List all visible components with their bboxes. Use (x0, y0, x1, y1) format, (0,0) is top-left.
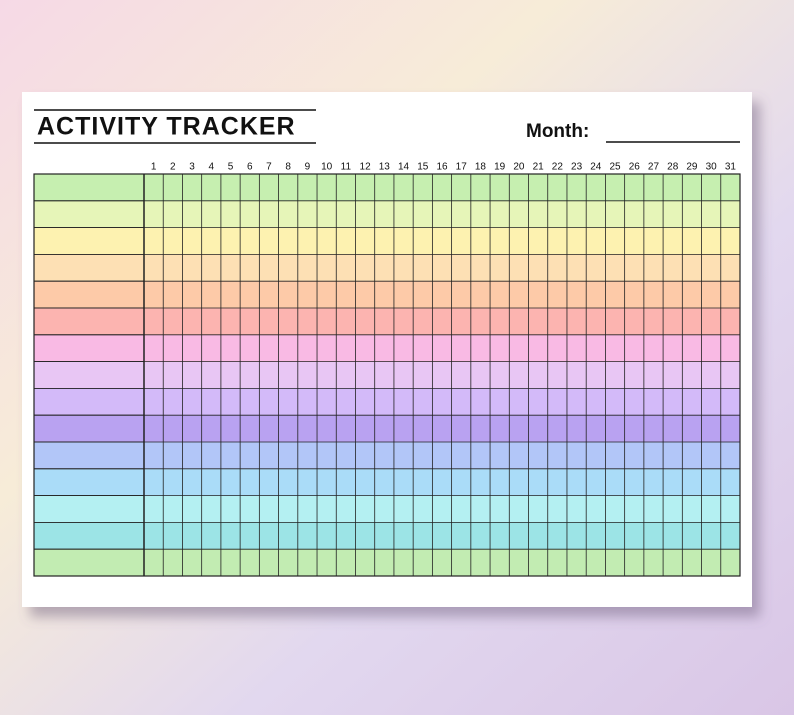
row-band (34, 254, 740, 282)
title: ACTIVITY TRACKER (37, 113, 296, 141)
label-cell (33, 522, 145, 550)
row-band (34, 415, 740, 442)
day-number: 25 (609, 162, 621, 173)
row-band (34, 334, 740, 362)
label-cell (33, 200, 145, 229)
day-number: 20 (513, 162, 525, 173)
day-number: 17 (456, 162, 468, 173)
label-cell (33, 227, 145, 255)
day-number: 11 (341, 162, 352, 173)
row-band (34, 388, 740, 416)
row-band (34, 361, 740, 389)
day-number: 27 (648, 162, 660, 173)
row-band (34, 308, 740, 335)
row-band (34, 281, 740, 308)
day-number: 26 (629, 162, 641, 173)
day-number: 30 (706, 162, 718, 173)
day-number: 14 (398, 162, 410, 173)
label-cell (33, 361, 145, 389)
day-number: 1 (151, 162, 157, 173)
day-number: 31 (725, 162, 737, 173)
label-cell (33, 495, 145, 523)
month-label: Month: (526, 121, 589, 142)
day-number: 19 (494, 162, 506, 173)
day-number: 2 (170, 162, 176, 173)
day-number: 13 (379, 162, 391, 173)
day-number: 18 (475, 162, 487, 173)
label-cell (33, 414, 145, 443)
label-cell (33, 253, 145, 282)
label-cell (33, 334, 145, 362)
label-cell (33, 173, 145, 202)
day-number: 12 (360, 162, 372, 173)
grid-border (33, 173, 741, 577)
row-band (34, 227, 740, 255)
day-number: 4 (209, 162, 215, 173)
label-cell (33, 468, 145, 496)
row-band (34, 495, 740, 523)
label-cell (33, 548, 145, 577)
day-number: 23 (571, 162, 583, 173)
grid: 1 2 3 4 5 6 7 8 9 10 11 12 13 14 15 16 17 18 19 20 21 22 23 24 2… (33, 162, 741, 577)
day-number: 29 (686, 162, 698, 173)
row-band (34, 200, 740, 228)
row-band (34, 468, 740, 496)
label-cell (33, 307, 145, 336)
row-band (34, 522, 740, 550)
day-number: 16 (436, 162, 448, 173)
day-number: 7 (266, 162, 272, 173)
row-band (34, 442, 740, 469)
day-number: 9 (305, 162, 311, 173)
day-number: 10 (321, 162, 333, 173)
day-number: 21 (533, 162, 545, 173)
day-number: 24 (590, 162, 602, 173)
day-number: 15 (417, 162, 429, 173)
label-cell (33, 387, 145, 416)
label-cell (33, 441, 145, 470)
day-number: 8 (285, 162, 291, 173)
day-number: 5 (228, 162, 234, 173)
row-band (34, 174, 740, 201)
day-number: 6 (247, 162, 253, 173)
day-number: 3 (189, 162, 195, 173)
label-cell (33, 280, 145, 309)
day-number: 22 (552, 162, 564, 173)
row-band (34, 549, 740, 576)
day-number: 28 (667, 162, 679, 173)
